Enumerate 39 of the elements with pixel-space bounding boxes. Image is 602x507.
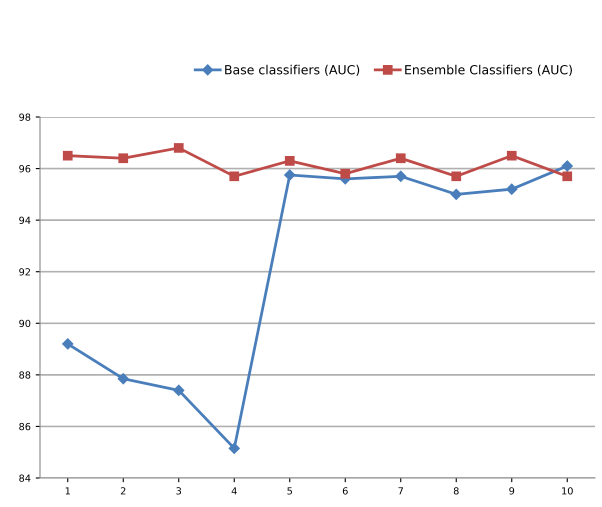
point <box>506 150 517 161</box>
point <box>340 168 350 179</box>
point <box>562 171 572 182</box>
x-tick-label: 4 <box>232 487 237 494</box>
point <box>396 153 406 164</box>
y-tick-label: 86 <box>19 422 30 430</box>
x-tick-label: 7 <box>398 487 404 494</box>
y-tick-label: 84 <box>19 474 30 482</box>
point <box>174 143 184 153</box>
point <box>228 442 240 454</box>
y-tick-label: 96 <box>19 165 30 172</box>
point <box>62 150 73 161</box>
y-tick-label: 92 <box>19 268 30 276</box>
point <box>284 156 295 166</box>
legend-label: Ensemble Classifiers (AUC) <box>405 64 572 76</box>
point <box>229 171 240 182</box>
point <box>451 171 462 182</box>
x-tick-label: 2 <box>120 487 126 494</box>
x-tick-label: 9 <box>509 487 514 495</box>
point <box>450 188 462 200</box>
point <box>118 153 128 164</box>
point <box>173 384 184 396</box>
y-tick-label: 90 <box>19 320 30 328</box>
y-tick-label: 88 <box>19 371 30 379</box>
point <box>118 373 129 384</box>
x-tick-label: 3 <box>176 487 182 495</box>
x-tick-label: 10 <box>562 487 573 495</box>
point <box>562 160 573 172</box>
x-tick-label: 8 <box>454 487 459 495</box>
legend-label: Base classifiers (AUC) <box>225 64 360 76</box>
y-tick-label: 98 <box>19 113 30 121</box>
point <box>506 184 518 195</box>
y-tick-label: 94 <box>19 216 30 224</box>
x-tick-label: 6 <box>342 487 348 495</box>
point <box>284 169 296 181</box>
x-tick-label: 5 <box>287 487 292 495</box>
point <box>395 170 406 182</box>
x-tick-label: 1 <box>66 487 70 494</box>
point <box>62 338 74 350</box>
